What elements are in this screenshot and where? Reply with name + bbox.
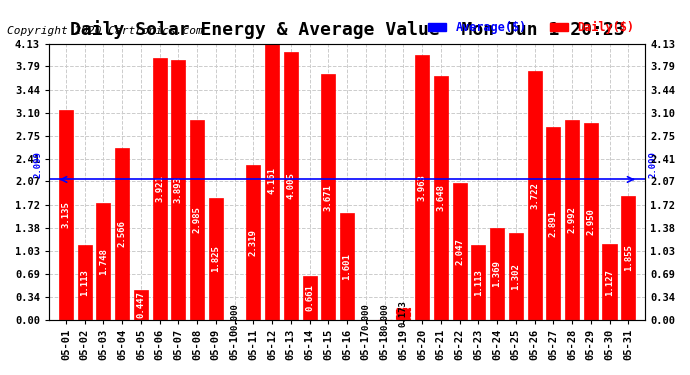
Text: 3.671: 3.671: [324, 184, 333, 210]
Text: 3.893: 3.893: [174, 176, 183, 203]
Title: Daily Solar Energy & Average Value  Mon Jun 1 20:23: Daily Solar Energy & Average Value Mon J…: [70, 20, 624, 39]
Bar: [209, 198, 223, 320]
Bar: [621, 196, 635, 320]
Text: 2.950: 2.950: [586, 208, 595, 235]
Bar: [77, 245, 92, 320]
Bar: [415, 55, 429, 320]
Text: 0.000: 0.000: [230, 303, 239, 330]
Bar: [171, 60, 186, 320]
Text: 2.319: 2.319: [249, 229, 258, 256]
Text: 1.825: 1.825: [211, 245, 220, 272]
Text: 2.099: 2.099: [648, 151, 657, 178]
Text: 1.855: 1.855: [624, 244, 633, 271]
Bar: [97, 203, 110, 320]
Bar: [509, 233, 523, 320]
Bar: [565, 120, 579, 320]
Text: 1.601: 1.601: [342, 253, 352, 280]
Text: 4.005: 4.005: [286, 172, 295, 200]
Text: 3.921: 3.921: [155, 175, 164, 202]
Bar: [471, 245, 485, 320]
Bar: [396, 308, 411, 320]
Bar: [490, 228, 504, 320]
Text: 1.748: 1.748: [99, 248, 108, 275]
Text: 3.963: 3.963: [417, 174, 426, 201]
Text: 2.047: 2.047: [455, 238, 464, 265]
Text: 0.000: 0.000: [362, 303, 371, 330]
Bar: [453, 183, 466, 320]
Bar: [340, 213, 354, 320]
Bar: [434, 76, 448, 320]
Text: 2.891: 2.891: [549, 210, 558, 237]
Legend: Average($), Daily($): Average($), Daily($): [424, 16, 639, 39]
Bar: [284, 52, 298, 320]
Text: 3.722: 3.722: [530, 182, 539, 209]
Text: 0.000: 0.000: [380, 303, 389, 330]
Text: 2.992: 2.992: [568, 206, 577, 233]
Text: 2.985: 2.985: [193, 207, 201, 233]
Text: 3.135: 3.135: [61, 201, 70, 228]
Bar: [322, 74, 335, 320]
Text: 2.099: 2.099: [33, 151, 42, 178]
Bar: [546, 126, 560, 320]
Text: Copyright 2020 Cartronics.com: Copyright 2020 Cartronics.com: [7, 26, 203, 36]
Bar: [152, 58, 167, 320]
Bar: [602, 244, 617, 320]
Text: 0.661: 0.661: [305, 284, 314, 311]
Text: 1.113: 1.113: [80, 269, 89, 296]
Bar: [134, 290, 148, 320]
Text: 0.173: 0.173: [399, 300, 408, 327]
Text: 4.161: 4.161: [268, 167, 277, 194]
Text: 3.648: 3.648: [436, 184, 445, 211]
Text: 0.447: 0.447: [137, 291, 146, 318]
Bar: [584, 123, 598, 320]
Bar: [190, 120, 204, 320]
Text: 1.127: 1.127: [605, 268, 614, 296]
Text: 1.113: 1.113: [474, 269, 483, 296]
Text: 1.302: 1.302: [511, 263, 520, 290]
Bar: [302, 276, 317, 320]
Bar: [115, 148, 129, 320]
Bar: [265, 42, 279, 320]
Text: 2.566: 2.566: [117, 220, 127, 248]
Text: 1.369: 1.369: [493, 261, 502, 287]
Bar: [59, 110, 73, 320]
Bar: [246, 165, 260, 320]
Bar: [528, 71, 542, 320]
